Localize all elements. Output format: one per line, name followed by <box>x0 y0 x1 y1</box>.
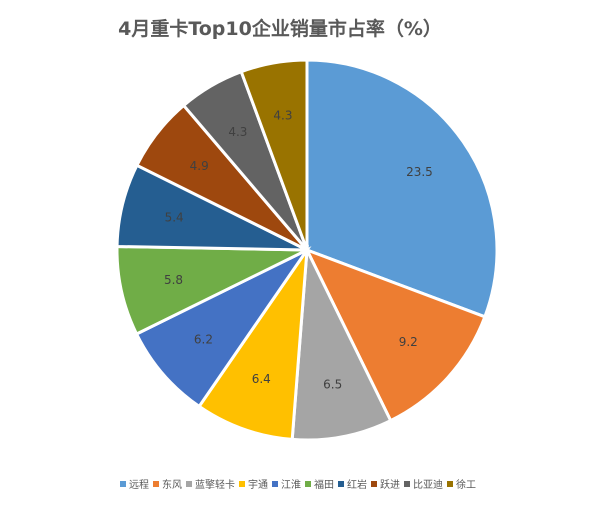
legend-item-7: 红岩 <box>338 476 367 491</box>
legend-label: 宇通 <box>248 480 268 491</box>
chart-legend: 远程 东风 蓝擎轻卡 宇通 江淮 福田 红岩 跃进 比亚迪 徐工 <box>0 476 596 491</box>
legend-label: 远程 <box>129 480 149 491</box>
legend-label: 东风 <box>162 480 182 491</box>
legend-label: 蓝擎轻卡 <box>195 480 235 491</box>
data-label-8: 4.9 <box>190 159 209 173</box>
data-label-4: 6.4 <box>252 372 271 386</box>
legend-label: 江淮 <box>281 480 301 491</box>
data-label-2: 9.2 <box>399 335 418 349</box>
legend-swatch <box>371 480 377 487</box>
data-label-6: 5.8 <box>164 273 183 287</box>
legend-item-2: 东风 <box>153 476 182 491</box>
legend-item-9: 比亚迪 <box>404 476 443 491</box>
pie-slice-3 <box>290 244 393 442</box>
legend-item-5: 江淮 <box>272 476 301 491</box>
data-label-3: 6.5 <box>323 377 342 391</box>
legend-item-8: 跃进 <box>371 476 400 491</box>
legend-swatch <box>120 480 126 487</box>
pie-chart: 23.5 9.2 6.5 6.4 6.2 5.8 5.4 4.9 4.3 4.3 <box>115 58 499 442</box>
legend-swatch <box>239 480 245 487</box>
legend-label: 徐工 <box>456 480 476 491</box>
data-label-1: 23.5 <box>406 165 433 179</box>
legend-label: 红岩 <box>347 480 367 491</box>
legend-label: 福田 <box>314 480 334 491</box>
legend-label: 比亚迪 <box>413 480 443 491</box>
data-label-10: 4.3 <box>273 108 292 122</box>
pie-slice-4 <box>197 244 309 442</box>
legend-item-6: 福田 <box>305 476 334 491</box>
data-label-9: 4.3 <box>228 125 247 139</box>
legend-label: 跃进 <box>380 480 400 491</box>
data-label-5: 6.2 <box>194 332 213 346</box>
legend-item-1: 远程 <box>120 476 149 491</box>
legend-item-3: 蓝擎轻卡 <box>186 476 235 491</box>
legend-swatch <box>186 480 192 487</box>
legend-item-10: 徐工 <box>447 476 476 491</box>
data-label-7: 5.4 <box>165 210 184 224</box>
legend-swatch <box>404 480 410 487</box>
legend-item-4: 宇通 <box>239 476 268 491</box>
pie-slice-5 <box>134 246 312 409</box>
legend-swatch <box>272 480 278 487</box>
pie-slice-10 <box>239 58 309 251</box>
pie-slice-2 <box>303 247 487 423</box>
legend-swatch <box>338 480 344 487</box>
legend-swatch <box>153 480 159 487</box>
legend-swatch <box>305 480 311 487</box>
chart-title: 4月重卡Top10企业销量市占率（%） <box>118 18 442 40</box>
pie-slice-1 <box>305 58 499 319</box>
legend-swatch <box>447 480 453 487</box>
